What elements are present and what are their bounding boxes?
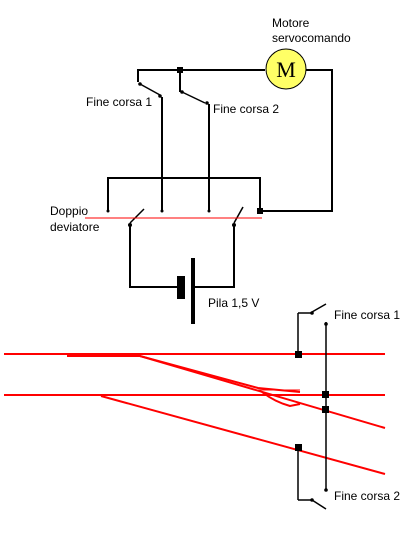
motor-label-line1: Motore	[272, 16, 310, 30]
track-frog	[261, 391, 301, 408]
track-diverging-upper	[67, 355, 301, 393]
limit-switch-2-bottom-blade	[311, 499, 327, 510]
double-switch-label-line2: deviatore	[50, 220, 100, 234]
limit-switch-1-bottom-pivot	[310, 311, 314, 315]
limit-switch-2-contact	[180, 90, 184, 94]
limit-switch-2-bottom-pivot	[310, 498, 314, 502]
limit-switch-1-contact	[138, 82, 142, 86]
double-switch-frame	[107, 177, 261, 210]
track-marker-mid	[322, 391, 329, 398]
wire-battery-right	[194, 226, 235, 288]
double-switch-right-blade	[233, 206, 244, 224]
battery-label: Pila 1,5 V	[208, 296, 259, 310]
limit-switch-1-top-label: Fine corsa 1	[86, 95, 152, 109]
battery: Pila 1,5 V	[129, 226, 259, 324]
limit-switch-2-bottom-label: Fine corsa 2	[334, 489, 400, 503]
motor-symbol: M	[276, 57, 296, 82]
track-marker-upper	[295, 351, 302, 358]
battery-positive-plate	[191, 258, 195, 324]
track-layout: Fine corsa 1 Fine corsa 2	[4, 303, 400, 510]
limit-switch-1-pivot	[158, 94, 162, 98]
battery-negative-plate	[177, 276, 185, 299]
wire-top-left	[137, 69, 265, 82]
track-marker-mid-lower	[322, 406, 329, 413]
limit-switch-1-bottom-contact	[324, 322, 328, 326]
limit-switch-1-bottom-blade	[311, 303, 327, 313]
track-marker-lower	[295, 444, 302, 451]
limit-switch-1-bottom-label: Fine corsa 1	[334, 308, 400, 322]
limit-switch-2-top-label: Fine corsa 2	[213, 102, 279, 116]
double-switch-left-contact-a	[106, 209, 110, 213]
limit-switch-2-blade	[181, 91, 206, 104]
double-switch-left-contact-b	[160, 209, 164, 213]
limit-switch-2-bottom-contact	[324, 488, 328, 492]
junction-dot-switch	[257, 208, 263, 214]
double-switch-left-blade	[129, 208, 145, 224]
wire-battery-left	[129, 226, 178, 288]
upper-circuit: M Motore servocomando Fine corsa 1 Fine …	[86, 16, 351, 212]
track-diverging-lower	[100, 395, 386, 475]
motor-label-line2: servocomando	[272, 31, 351, 45]
motor-circle	[265, 48, 307, 90]
limit-switch-2-pivot	[205, 101, 209, 105]
junction-dot-top	[177, 67, 183, 73]
double-switch-right-contact-a	[207, 209, 211, 213]
wire-motor-return	[260, 69, 333, 212]
double-switch: Doppio deviatore	[50, 177, 263, 234]
double-switch-label-line1: Doppio	[50, 204, 88, 218]
limit-switch-1-blade	[139, 83, 161, 96]
motor: M	[265, 48, 307, 90]
